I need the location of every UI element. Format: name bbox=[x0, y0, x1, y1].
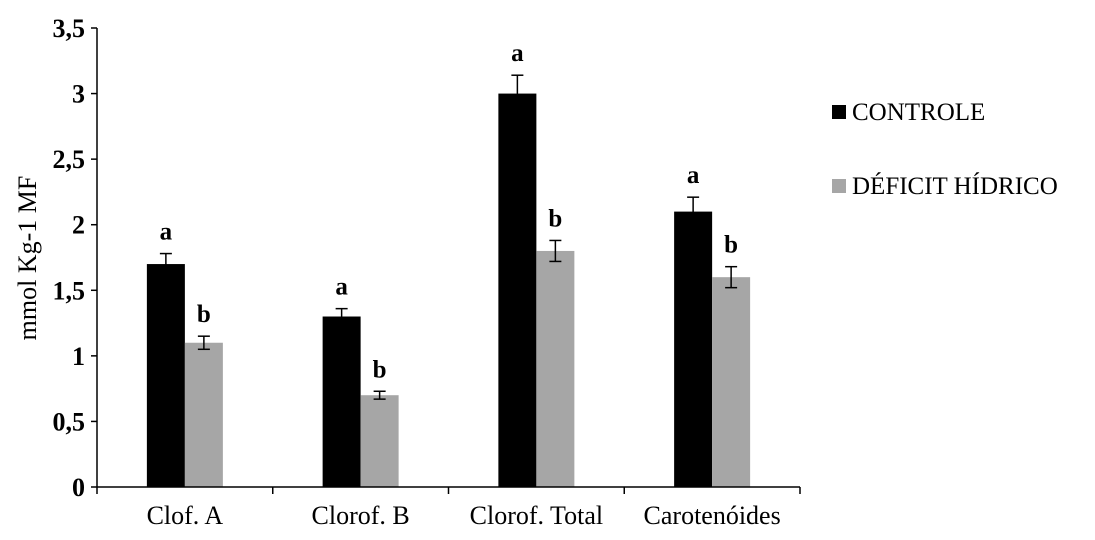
bars: a b a b a b a b bbox=[146, 40, 751, 488]
legend-swatch bbox=[832, 105, 846, 119]
legend-swatch bbox=[832, 179, 846, 193]
legend-label: CONTROLE bbox=[852, 99, 985, 126]
significance-letter: b bbox=[548, 205, 562, 232]
legend-label: DÉFICIT HÍDRICO bbox=[852, 172, 1058, 200]
bar-controle bbox=[146, 264, 185, 487]
y-tick-label: 1 bbox=[72, 342, 85, 371]
significance-letter: b bbox=[197, 301, 211, 328]
y-tick-label: 3 bbox=[72, 80, 85, 109]
significance-letter: b bbox=[724, 232, 738, 259]
y-tick-label: 2,5 bbox=[53, 145, 86, 174]
x-tick-label: Carotenóides bbox=[644, 501, 781, 530]
x-tick-label: Clorof. Total bbox=[470, 501, 603, 530]
y-tick-label: 1,5 bbox=[53, 276, 86, 305]
y-tick-label: 3,5 bbox=[53, 14, 86, 43]
significance-letter: a bbox=[511, 40, 524, 67]
bar-controle bbox=[498, 93, 537, 488]
significance-letter: b bbox=[373, 356, 387, 383]
x-tick-label: Clof. A bbox=[147, 501, 224, 530]
bar-deficit-hidrico bbox=[184, 342, 223, 487]
bar-controle bbox=[674, 211, 713, 487]
x-axis: Clof. A Clorof. B Clorof. Total Carotenóide… bbox=[96, 486, 801, 530]
bar-deficit-hidrico bbox=[712, 277, 751, 487]
y-tick-label: 2 bbox=[72, 211, 85, 240]
legend: CONTROLE DÉFICIT HÍDRICO bbox=[832, 99, 1058, 200]
bar-deficit-hidrico bbox=[536, 250, 575, 487]
bar-deficit-hidrico bbox=[360, 395, 399, 487]
y-tick-label: 0 bbox=[72, 473, 85, 502]
y-axis: 0 0,5 1 1,5 2 2,5 3 3,5 bbox=[53, 14, 98, 502]
y-tick-label: 0,5 bbox=[53, 407, 86, 436]
significance-letter: a bbox=[160, 219, 173, 246]
bar-controle bbox=[322, 316, 361, 487]
significance-letter: a bbox=[335, 274, 348, 301]
y-axis-title: mmol Kg-1 MF bbox=[13, 176, 42, 341]
significance-letter: a bbox=[687, 162, 700, 189]
x-tick-label: Clorof. B bbox=[312, 501, 410, 530]
